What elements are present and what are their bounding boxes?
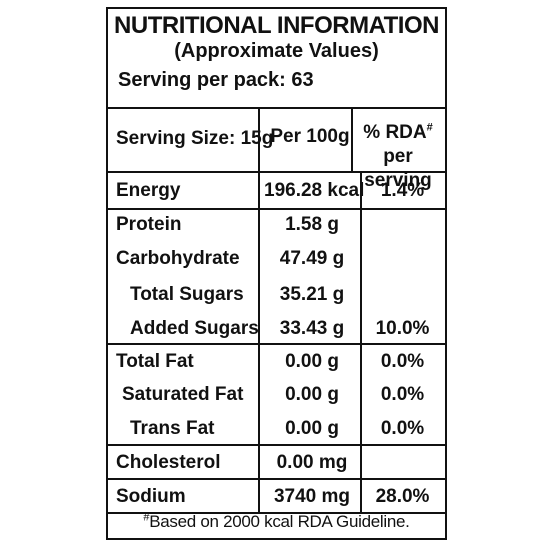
nutrient-name: Cholesterol — [116, 452, 221, 473]
per-100g-value: 0.00 g — [285, 351, 339, 372]
nutrition-table: Serving Size: 15g Per 100g % RDA# per se… — [108, 107, 445, 514]
nutrient-name: Added Sugars — [130, 318, 259, 339]
per-100g-value: 0.00 g — [285, 418, 339, 439]
rda-value: 28.0% — [375, 486, 430, 507]
per-100g-value: 0.00 mg — [276, 452, 348, 473]
rda-value: 1.4% — [380, 180, 425, 201]
per-100g-value: 33.43 g — [279, 318, 345, 339]
footnote-text: Based on 2000 kcal RDA Guideline. — [149, 512, 410, 531]
rda-header: % RDA# per serving — [351, 121, 445, 193]
per-100g-value: 0.00 g — [285, 384, 339, 405]
panel-subtitle: (Approximate Values) — [174, 40, 379, 62]
nutrient-name: Trans Fat — [130, 418, 215, 439]
rda-footnote-mark: # — [426, 121, 433, 134]
footnote-mark: # — [143, 511, 150, 524]
per-100g-value: 1.58 g — [285, 214, 339, 235]
serving-size-header: Serving Size: 15g — [116, 128, 274, 149]
table-rule — [108, 171, 445, 173]
table-rule — [108, 444, 445, 446]
rda-value: 10.0% — [375, 318, 430, 339]
table-rule — [108, 512, 445, 514]
rda-value: 0.0% — [380, 418, 425, 439]
column-divider — [351, 107, 353, 171]
table-rule — [108, 208, 445, 210]
nutrient-name: Energy — [116, 180, 181, 201]
column-divider — [258, 107, 260, 512]
nutrient-name: Protein — [116, 214, 182, 235]
column-divider — [360, 171, 362, 512]
footnote: #Based on 2000 kcal RDA Guideline. — [108, 512, 445, 532]
nutrient-name: Saturated Fat — [122, 384, 244, 405]
rda-value: 0.0% — [380, 384, 425, 405]
serving-per-pack: Serving per pack: 63 — [118, 69, 314, 91]
per-100g-value: 47.49 g — [279, 248, 345, 269]
nutrient-name: Sodium — [116, 486, 186, 507]
per-100g-value: 35.21 g — [279, 284, 345, 305]
rda-header-prefix: % RDA — [363, 122, 427, 143]
per-100g-value: 196.28 kcal — [264, 180, 365, 201]
rda-header-suffix: per serving — [364, 146, 432, 191]
nutrient-name: Total Fat — [116, 351, 194, 372]
table-rule — [108, 478, 445, 480]
table-rule — [108, 343, 445, 345]
panel-title: NUTRITIONAL INFORMATION — [114, 12, 439, 39]
table-rule — [108, 107, 445, 109]
rda-value: 0.0% — [380, 351, 425, 372]
per-100g-header: Per 100g — [270, 126, 350, 147]
per-100g-value: 3740 mg — [273, 486, 351, 507]
nutrient-name: Carbohydrate — [116, 248, 240, 269]
nutrition-panel: NUTRITIONAL INFORMATION (Approximate Val… — [106, 7, 447, 540]
nutrient-name: Total Sugars — [130, 284, 244, 305]
